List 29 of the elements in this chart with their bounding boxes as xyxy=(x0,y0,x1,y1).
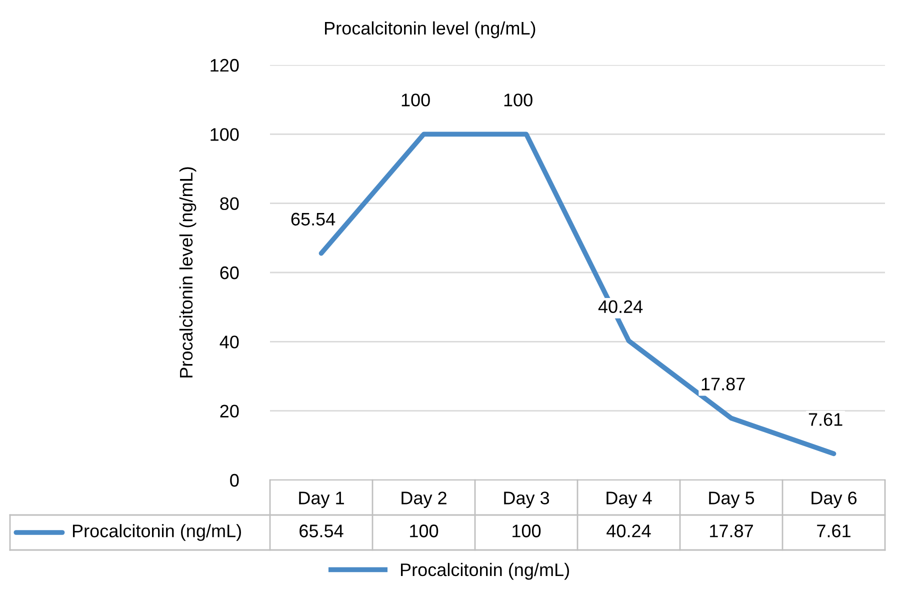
chart-title: Procalcitonin level (ng/mL) xyxy=(325,21,536,38)
text: 17.87 xyxy=(710,524,753,538)
data-label: 65.54 xyxy=(291,212,336,226)
text: 7.61 xyxy=(817,524,850,538)
data-label: 17.87 xyxy=(702,378,745,390)
y-tick-label: 100 xyxy=(210,128,239,141)
data-label: 40.24 xyxy=(598,300,643,314)
legend-label: Procalcitonin (ng/mL) xyxy=(72,524,241,541)
y-tick-label: 80 xyxy=(220,197,239,210)
x-tick-label: Day 4 xyxy=(606,492,652,508)
text: 100 xyxy=(512,524,541,538)
y-tick-label: 120 xyxy=(210,58,239,72)
x-tick-label: Day 6 xyxy=(812,492,857,508)
data-label: 7.61 xyxy=(808,413,842,426)
y-tick-label: 60 xyxy=(220,266,239,280)
text: 65.54 xyxy=(300,524,344,538)
text: 100 xyxy=(410,524,438,538)
data-label: 100 xyxy=(402,94,430,106)
text: 40.24 xyxy=(606,524,651,538)
x-tick-label: Day 2 xyxy=(402,492,446,508)
text: Procalcitonin (ng/mL) xyxy=(400,562,569,580)
x-tick-label: Day 1 xyxy=(299,492,344,508)
x-tick-label: Day 3 xyxy=(504,492,550,508)
y-tick-label: 0 xyxy=(230,474,239,487)
data-label: 100 xyxy=(504,94,532,106)
y-tick-label: 40 xyxy=(220,336,239,348)
y-axis-title: Procalcitonin level (ng/mL) xyxy=(179,167,196,378)
y-tick-label: 20 xyxy=(220,404,239,418)
x-tick-label: Day 5 xyxy=(709,492,754,508)
